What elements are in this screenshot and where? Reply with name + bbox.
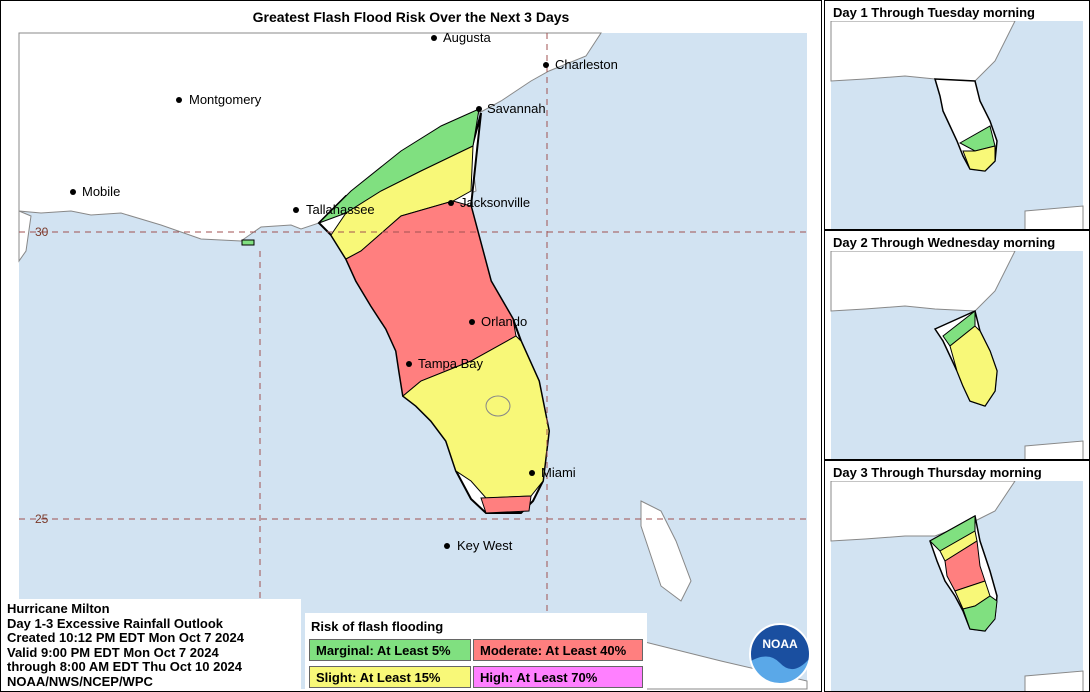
risk-area-marginal-panhandle — [241, 239, 255, 246]
city-label: Charleston — [555, 57, 618, 72]
inset-day2-title: Day 2 Through Wednesday morning — [833, 235, 1056, 250]
city-label: Montgomery — [189, 92, 262, 107]
inset-day1: Day 1 Through Tuesday morning — [824, 0, 1090, 230]
inset-day3-title: Day 3 Through Thursday morning — [833, 465, 1042, 480]
city-label: Mobile — [82, 184, 120, 199]
info-line: through 8:00 AM EDT Thu Oct 10 2024 — [7, 659, 243, 674]
city-label: Tampa Bay — [418, 356, 484, 371]
risk-area-slight-south — [402, 335, 550, 499]
inset-day2: Day 2 Through Wednesday morning — [824, 230, 1090, 460]
city-label: Jacksonville — [460, 195, 530, 210]
lat-label-25: 25 — [35, 512, 49, 526]
inset-day1-map — [830, 21, 1084, 229]
lat-label-30: 30 — [35, 225, 49, 239]
city-label: Augusta — [443, 30, 491, 45]
inset-day1-title: Day 1 Through Tuesday morning — [833, 5, 1036, 20]
main-map: 30 25 Augusta Charleston Montgomery Sava… — [18, 30, 808, 690]
inset-day3-map — [830, 481, 1084, 691]
inset-day2-map — [830, 251, 1084, 459]
legend-item-moderate: Moderate: At Least 40% — [473, 639, 643, 661]
risk-legend: Risk of flash flooding Marginal: At Leas… — [305, 613, 647, 691]
inset-day3: Day 3 Through Thursday morning — [824, 460, 1090, 692]
noaa-logo: NOAA — [749, 623, 811, 685]
legend-item-marginal: Marginal: At Least 5% — [309, 639, 471, 661]
risk-area-moderate-south — [480, 495, 532, 514]
legend-item-high: High: At Least 70% — [473, 666, 643, 688]
outlook-info-box: Hurricane Milton Day 1-3 Excessive Rainf… — [3, 599, 301, 691]
land-gulf-coast-west — [18, 210, 32, 263]
city-label: Key West — [457, 538, 513, 553]
city-label: Tallahassee — [306, 202, 375, 217]
main-map-panel: Greatest Flash Flood Risk Over the Next … — [0, 0, 822, 692]
city-markers: Augusta Charleston Montgomery Savannah M… — [70, 30, 618, 553]
land-bahamas — [640, 500, 692, 602]
city-label: Miami — [541, 465, 576, 480]
info-line: NOAA/NWS/NCEP/WPC — [7, 673, 153, 689]
noaa-logo-text: NOAA — [762, 637, 798, 651]
info-line: Created 10:12 PM EDT Mon Oct 7 2024 — [7, 630, 244, 645]
info-line: Hurricane Milton — [7, 601, 110, 616]
lake-okeechobee — [485, 395, 511, 417]
legend-title: Risk of flash flooding — [311, 619, 444, 634]
legend-item-slight: Slight: At Least 15% — [309, 666, 471, 688]
info-line: Day 1-3 Excessive Rainfall Outlook — [7, 615, 224, 631]
city-label: Orlando — [481, 314, 527, 329]
info-line: Valid 9:00 PM EDT Mon Oct 7 2024 — [7, 644, 219, 660]
main-map-title: Greatest Flash Flood Risk Over the Next … — [252, 9, 570, 25]
city-label: Savannah — [487, 101, 546, 116]
